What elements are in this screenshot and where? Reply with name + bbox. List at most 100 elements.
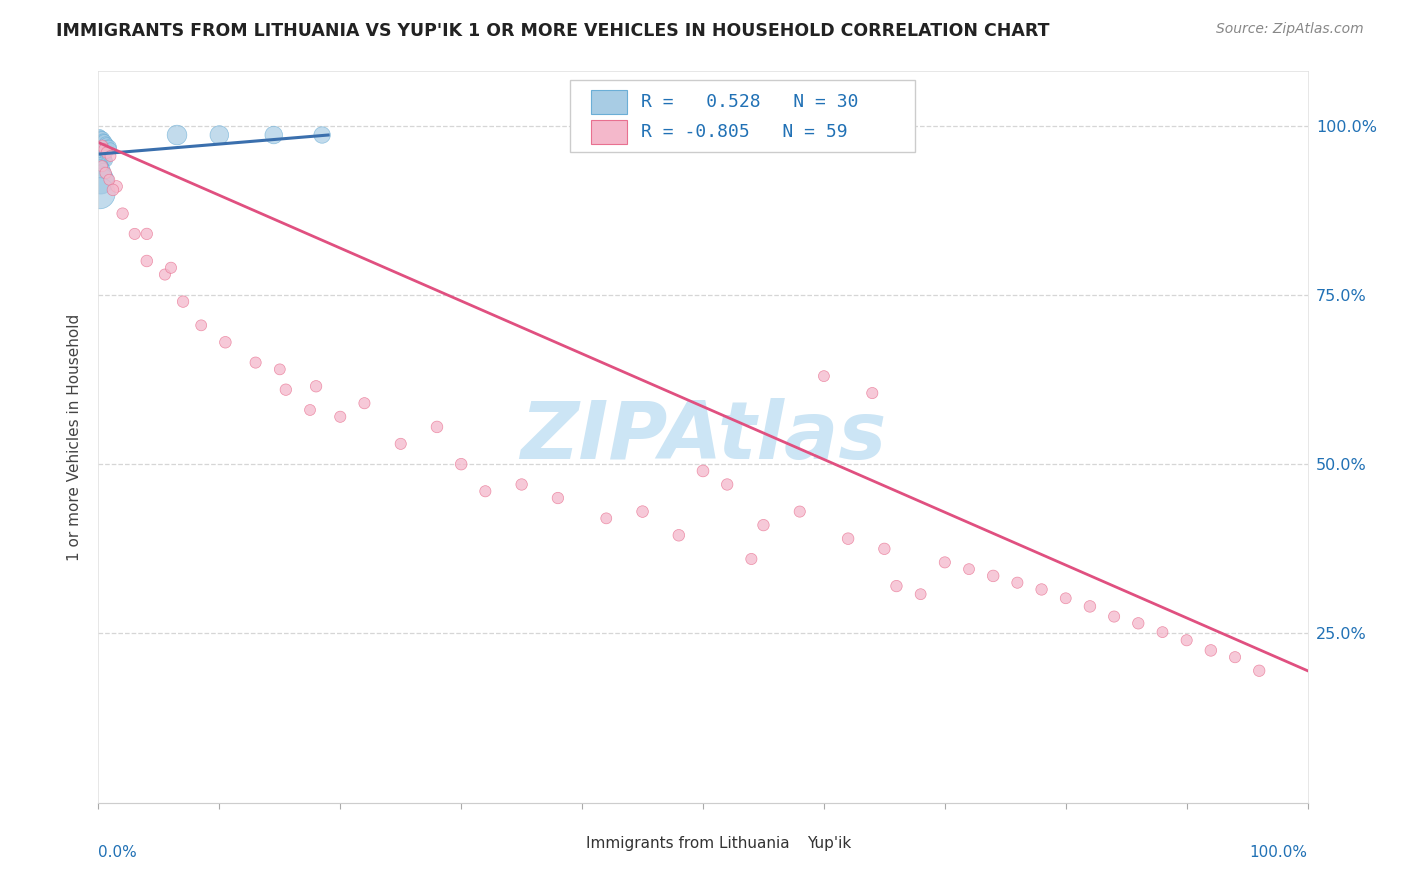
Point <box>160 260 183 275</box>
Point <box>90 130 112 145</box>
Point <box>93 135 115 149</box>
Point <box>450 457 472 471</box>
Point <box>90 161 112 175</box>
FancyBboxPatch shape <box>773 837 800 851</box>
Point <box>97 139 120 153</box>
Point <box>263 128 285 142</box>
Point <box>105 179 128 194</box>
Point <box>91 148 114 162</box>
Point <box>692 464 714 478</box>
Point <box>1078 599 1101 614</box>
Point <box>91 159 114 173</box>
Point <box>89 186 111 201</box>
Point <box>789 505 811 519</box>
Text: R = -0.805   N = 59: R = -0.805 N = 59 <box>641 123 848 141</box>
Point <box>93 142 115 156</box>
Text: Immigrants from Lithuania: Immigrants from Lithuania <box>586 837 789 851</box>
Point <box>96 153 118 168</box>
Point <box>668 528 690 542</box>
Point <box>166 128 188 142</box>
Point <box>135 227 157 241</box>
Point <box>214 335 236 350</box>
Point <box>269 362 291 376</box>
Point <box>91 163 114 178</box>
Point <box>91 145 114 159</box>
Point <box>510 477 533 491</box>
Point <box>957 562 980 576</box>
Point <box>1223 650 1246 665</box>
Point <box>274 383 297 397</box>
Point <box>90 142 112 156</box>
Point <box>208 128 231 142</box>
Point <box>245 355 267 369</box>
Point <box>94 136 117 150</box>
Point <box>1152 625 1174 640</box>
Text: R =   0.528   N = 30: R = 0.528 N = 30 <box>641 93 859 111</box>
Point <box>329 409 352 424</box>
Point <box>90 147 112 161</box>
Point <box>101 183 124 197</box>
Point <box>90 174 112 188</box>
Point <box>1054 591 1077 606</box>
Text: 100.0%: 100.0% <box>1250 846 1308 860</box>
Point <box>100 149 122 163</box>
Point <box>91 150 114 164</box>
Point <box>135 254 157 268</box>
Point <box>91 161 114 176</box>
Point <box>89 128 111 143</box>
Point <box>389 437 412 451</box>
Text: ZIPAtlas: ZIPAtlas <box>520 398 886 476</box>
Point <box>740 552 762 566</box>
Point <box>547 491 569 505</box>
FancyBboxPatch shape <box>569 80 915 152</box>
Point <box>98 172 121 186</box>
Point <box>1249 664 1271 678</box>
Point <box>91 144 114 158</box>
Point <box>860 386 883 401</box>
Point <box>1031 582 1053 597</box>
Point <box>91 132 114 146</box>
Point <box>94 166 117 180</box>
FancyBboxPatch shape <box>591 120 627 144</box>
Point <box>91 133 114 147</box>
Point <box>94 153 117 167</box>
Point <box>172 294 194 309</box>
Text: 0.0%: 0.0% <box>98 846 138 860</box>
Point <box>631 505 654 519</box>
FancyBboxPatch shape <box>551 837 578 851</box>
Point <box>311 128 333 142</box>
Point <box>353 396 375 410</box>
Point <box>305 379 328 393</box>
Point <box>111 206 134 220</box>
Point <box>813 369 835 384</box>
Point <box>1175 633 1198 648</box>
Text: IMMIGRANTS FROM LITHUANIA VS YUP'IK 1 OR MORE VEHICLES IN HOUSEHOLD CORRELATION : IMMIGRANTS FROM LITHUANIA VS YUP'IK 1 OR… <box>56 22 1050 40</box>
Point <box>124 227 146 241</box>
Point <box>190 318 212 333</box>
Point <box>981 569 1004 583</box>
Point <box>752 518 775 533</box>
Point <box>426 420 449 434</box>
Point <box>96 137 118 152</box>
Point <box>886 579 908 593</box>
Point <box>299 403 322 417</box>
Point <box>1007 575 1029 590</box>
Point <box>716 477 738 491</box>
Point <box>153 268 176 282</box>
Point <box>96 145 118 160</box>
Point <box>93 151 115 165</box>
Point <box>91 139 114 153</box>
Point <box>89 159 111 173</box>
Point <box>910 587 932 601</box>
Text: Source: ZipAtlas.com: Source: ZipAtlas.com <box>1216 22 1364 37</box>
Point <box>1128 616 1150 631</box>
Point <box>595 511 617 525</box>
Point <box>98 140 121 154</box>
Y-axis label: 1 or more Vehicles in Household: 1 or more Vehicles in Household <box>67 313 83 561</box>
Point <box>873 541 896 556</box>
Text: Yup'ik: Yup'ik <box>807 837 851 851</box>
Point <box>100 142 122 156</box>
Point <box>837 532 859 546</box>
Point <box>474 484 496 499</box>
Point <box>1102 609 1125 624</box>
